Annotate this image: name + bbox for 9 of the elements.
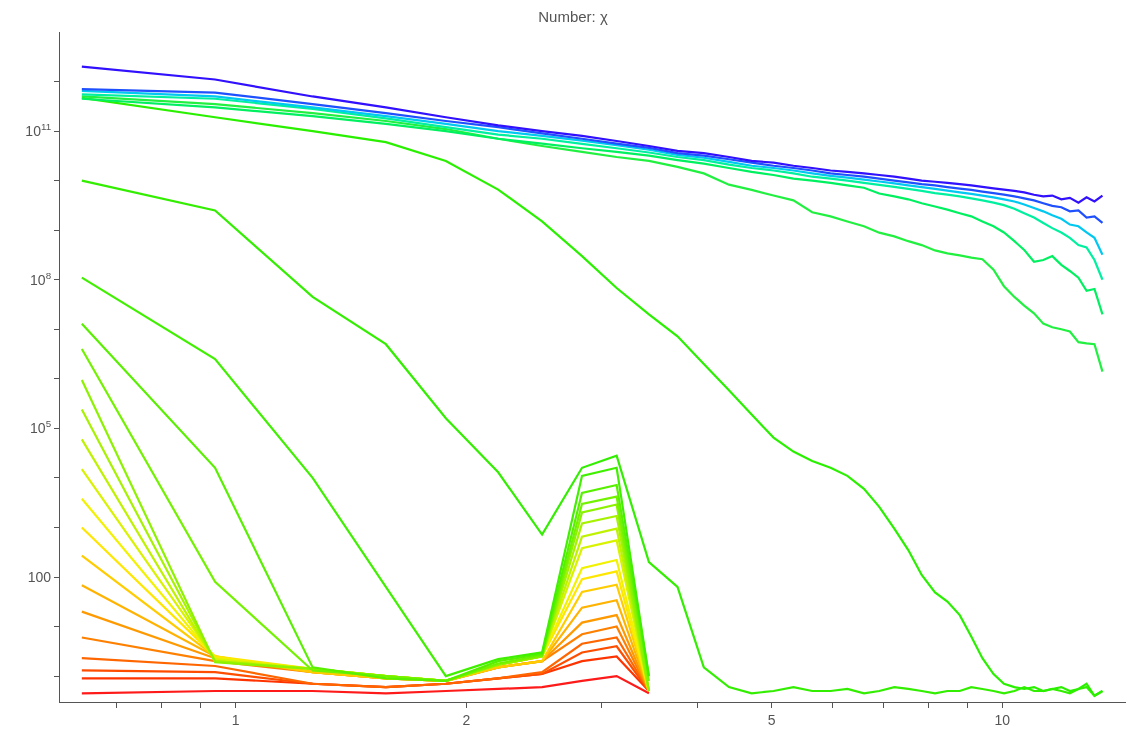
x-tick-label: 1 [231, 711, 240, 728]
y-tick-label: 10$^{8}$ [30, 269, 52, 288]
y-tick-label: 100 [27, 568, 52, 585]
x-tick-label: 5 [767, 711, 776, 728]
x-tick-label: 2 [462, 711, 471, 728]
x-tick-label: 10 [994, 711, 1011, 728]
y-tick-label: 10$^{5}$ [30, 418, 52, 437]
chart-title: Number: χ [538, 7, 608, 25]
y-tick-label: 10$^{11}$ [25, 121, 52, 139]
